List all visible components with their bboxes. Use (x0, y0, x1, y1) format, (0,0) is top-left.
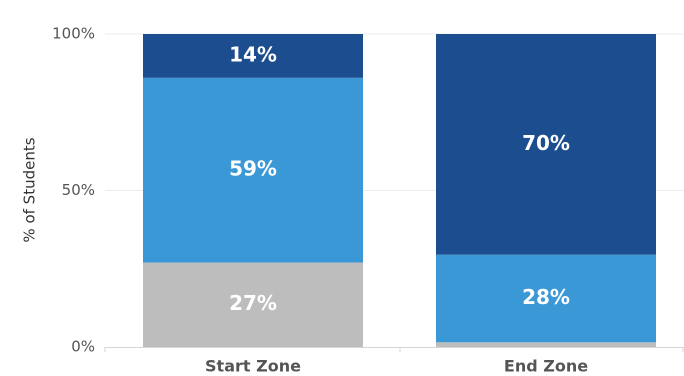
bar-segment (436, 34, 656, 255)
bar-segment (436, 342, 656, 347)
bar-segment (436, 254, 656, 343)
axis-layer: 0% 50% 100% Start Zone End Zone (52, 25, 684, 376)
bar-data-label: 70% (522, 131, 570, 155)
labels-layer: 27% 59% 14% 28% 70% (229, 42, 570, 315)
bar-segment (143, 262, 363, 347)
bar-data-label: 59% (229, 157, 277, 181)
bar-data-label: 14% (229, 42, 277, 66)
bar-data-label: 27% (229, 291, 277, 315)
bar-segment (143, 77, 363, 263)
bar-data-label: 28% (522, 285, 570, 309)
bars-layer (143, 34, 656, 347)
x-category-label: Start Zone (205, 357, 301, 376)
y-tick-label: 0% (71, 338, 95, 356)
y-tick-label: 50% (62, 181, 95, 199)
y-axis-label: % of Students (21, 137, 39, 242)
bar-segment (143, 34, 363, 78)
x-category-label: End Zone (504, 357, 588, 376)
y-tick-label: 100% (52, 25, 95, 43)
